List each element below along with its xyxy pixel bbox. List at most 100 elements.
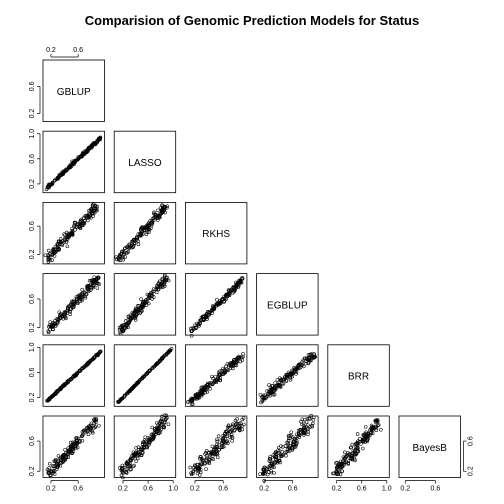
x-tick-label: 1.0 (168, 486, 178, 493)
point (365, 439, 369, 444)
point (80, 291, 85, 296)
point (291, 442, 296, 447)
point (94, 352, 98, 357)
point (138, 447, 143, 451)
point (198, 455, 203, 459)
point (195, 466, 200, 471)
point (356, 449, 360, 454)
point (73, 228, 77, 232)
panel-frame-rkhs-gblup (42, 201, 105, 265)
point (159, 283, 163, 288)
point (276, 384, 281, 388)
point (281, 452, 285, 457)
point (279, 444, 283, 448)
point (94, 418, 98, 422)
y-tick-label: 0.6 (29, 367, 36, 377)
point (154, 362, 158, 367)
point (93, 425, 97, 429)
point (206, 312, 210, 317)
point (61, 455, 65, 460)
point (84, 292, 88, 297)
point (353, 458, 357, 463)
point (123, 255, 127, 259)
point (160, 357, 164, 361)
point (311, 418, 316, 422)
x-tick-label: 0.6 (431, 486, 441, 493)
point (45, 399, 49, 403)
point (268, 455, 273, 459)
point (79, 434, 84, 438)
point (57, 247, 61, 252)
point (165, 205, 169, 210)
point (80, 298, 84, 303)
point (129, 467, 133, 471)
point (74, 295, 79, 299)
point (84, 429, 89, 433)
point (160, 423, 164, 427)
point (87, 284, 91, 289)
point (363, 435, 367, 439)
point (296, 363, 301, 368)
point (344, 460, 349, 465)
point (226, 423, 231, 428)
point (147, 438, 152, 442)
point (131, 245, 135, 249)
point (301, 358, 306, 362)
point (56, 317, 61, 322)
point (68, 312, 73, 316)
point (276, 448, 280, 453)
point (86, 432, 91, 437)
scatter-egblup-vs-gblup (46, 275, 102, 335)
point (124, 325, 129, 330)
panel-frame-bayesb-bayesb (398, 415, 461, 478)
point (94, 207, 99, 211)
point (97, 350, 102, 354)
point (130, 310, 135, 315)
point (150, 294, 154, 298)
point (132, 463, 136, 468)
point (204, 449, 209, 453)
point (237, 354, 241, 359)
point (164, 353, 168, 357)
point (266, 392, 270, 396)
scatter-brr-vs-gblup (45, 349, 103, 403)
point (69, 299, 74, 304)
point (65, 244, 70, 249)
x-tick-label: 0.2 (332, 486, 342, 493)
point (215, 455, 220, 460)
point (269, 386, 274, 391)
point (137, 450, 141, 454)
point (70, 226, 74, 231)
point (76, 155, 81, 159)
point (76, 156, 81, 160)
point (196, 466, 200, 470)
point (58, 242, 62, 246)
point (54, 322, 58, 327)
point (92, 418, 96, 422)
diag-label-rkhs: RKHS (202, 229, 230, 240)
point (198, 470, 203, 475)
point (67, 234, 72, 239)
point (121, 471, 125, 475)
point (63, 169, 68, 173)
point (85, 362, 89, 367)
point (267, 456, 272, 461)
point (143, 299, 148, 304)
scatter-bayesb-vs-rkhs (188, 416, 246, 477)
scatter-egblup-vs-rkhs (189, 275, 245, 338)
point (134, 382, 139, 387)
point (258, 392, 263, 397)
point (91, 280, 96, 285)
point (84, 289, 88, 294)
point (210, 311, 214, 315)
point (139, 297, 143, 301)
point (56, 176, 61, 180)
panel-frame-rkhs-rkhs (184, 201, 248, 265)
y-tick-label: 0.2 (29, 179, 36, 189)
point (151, 434, 155, 439)
point (298, 427, 303, 432)
point (207, 381, 212, 385)
point (152, 435, 156, 440)
point (140, 375, 145, 380)
point (231, 366, 235, 371)
